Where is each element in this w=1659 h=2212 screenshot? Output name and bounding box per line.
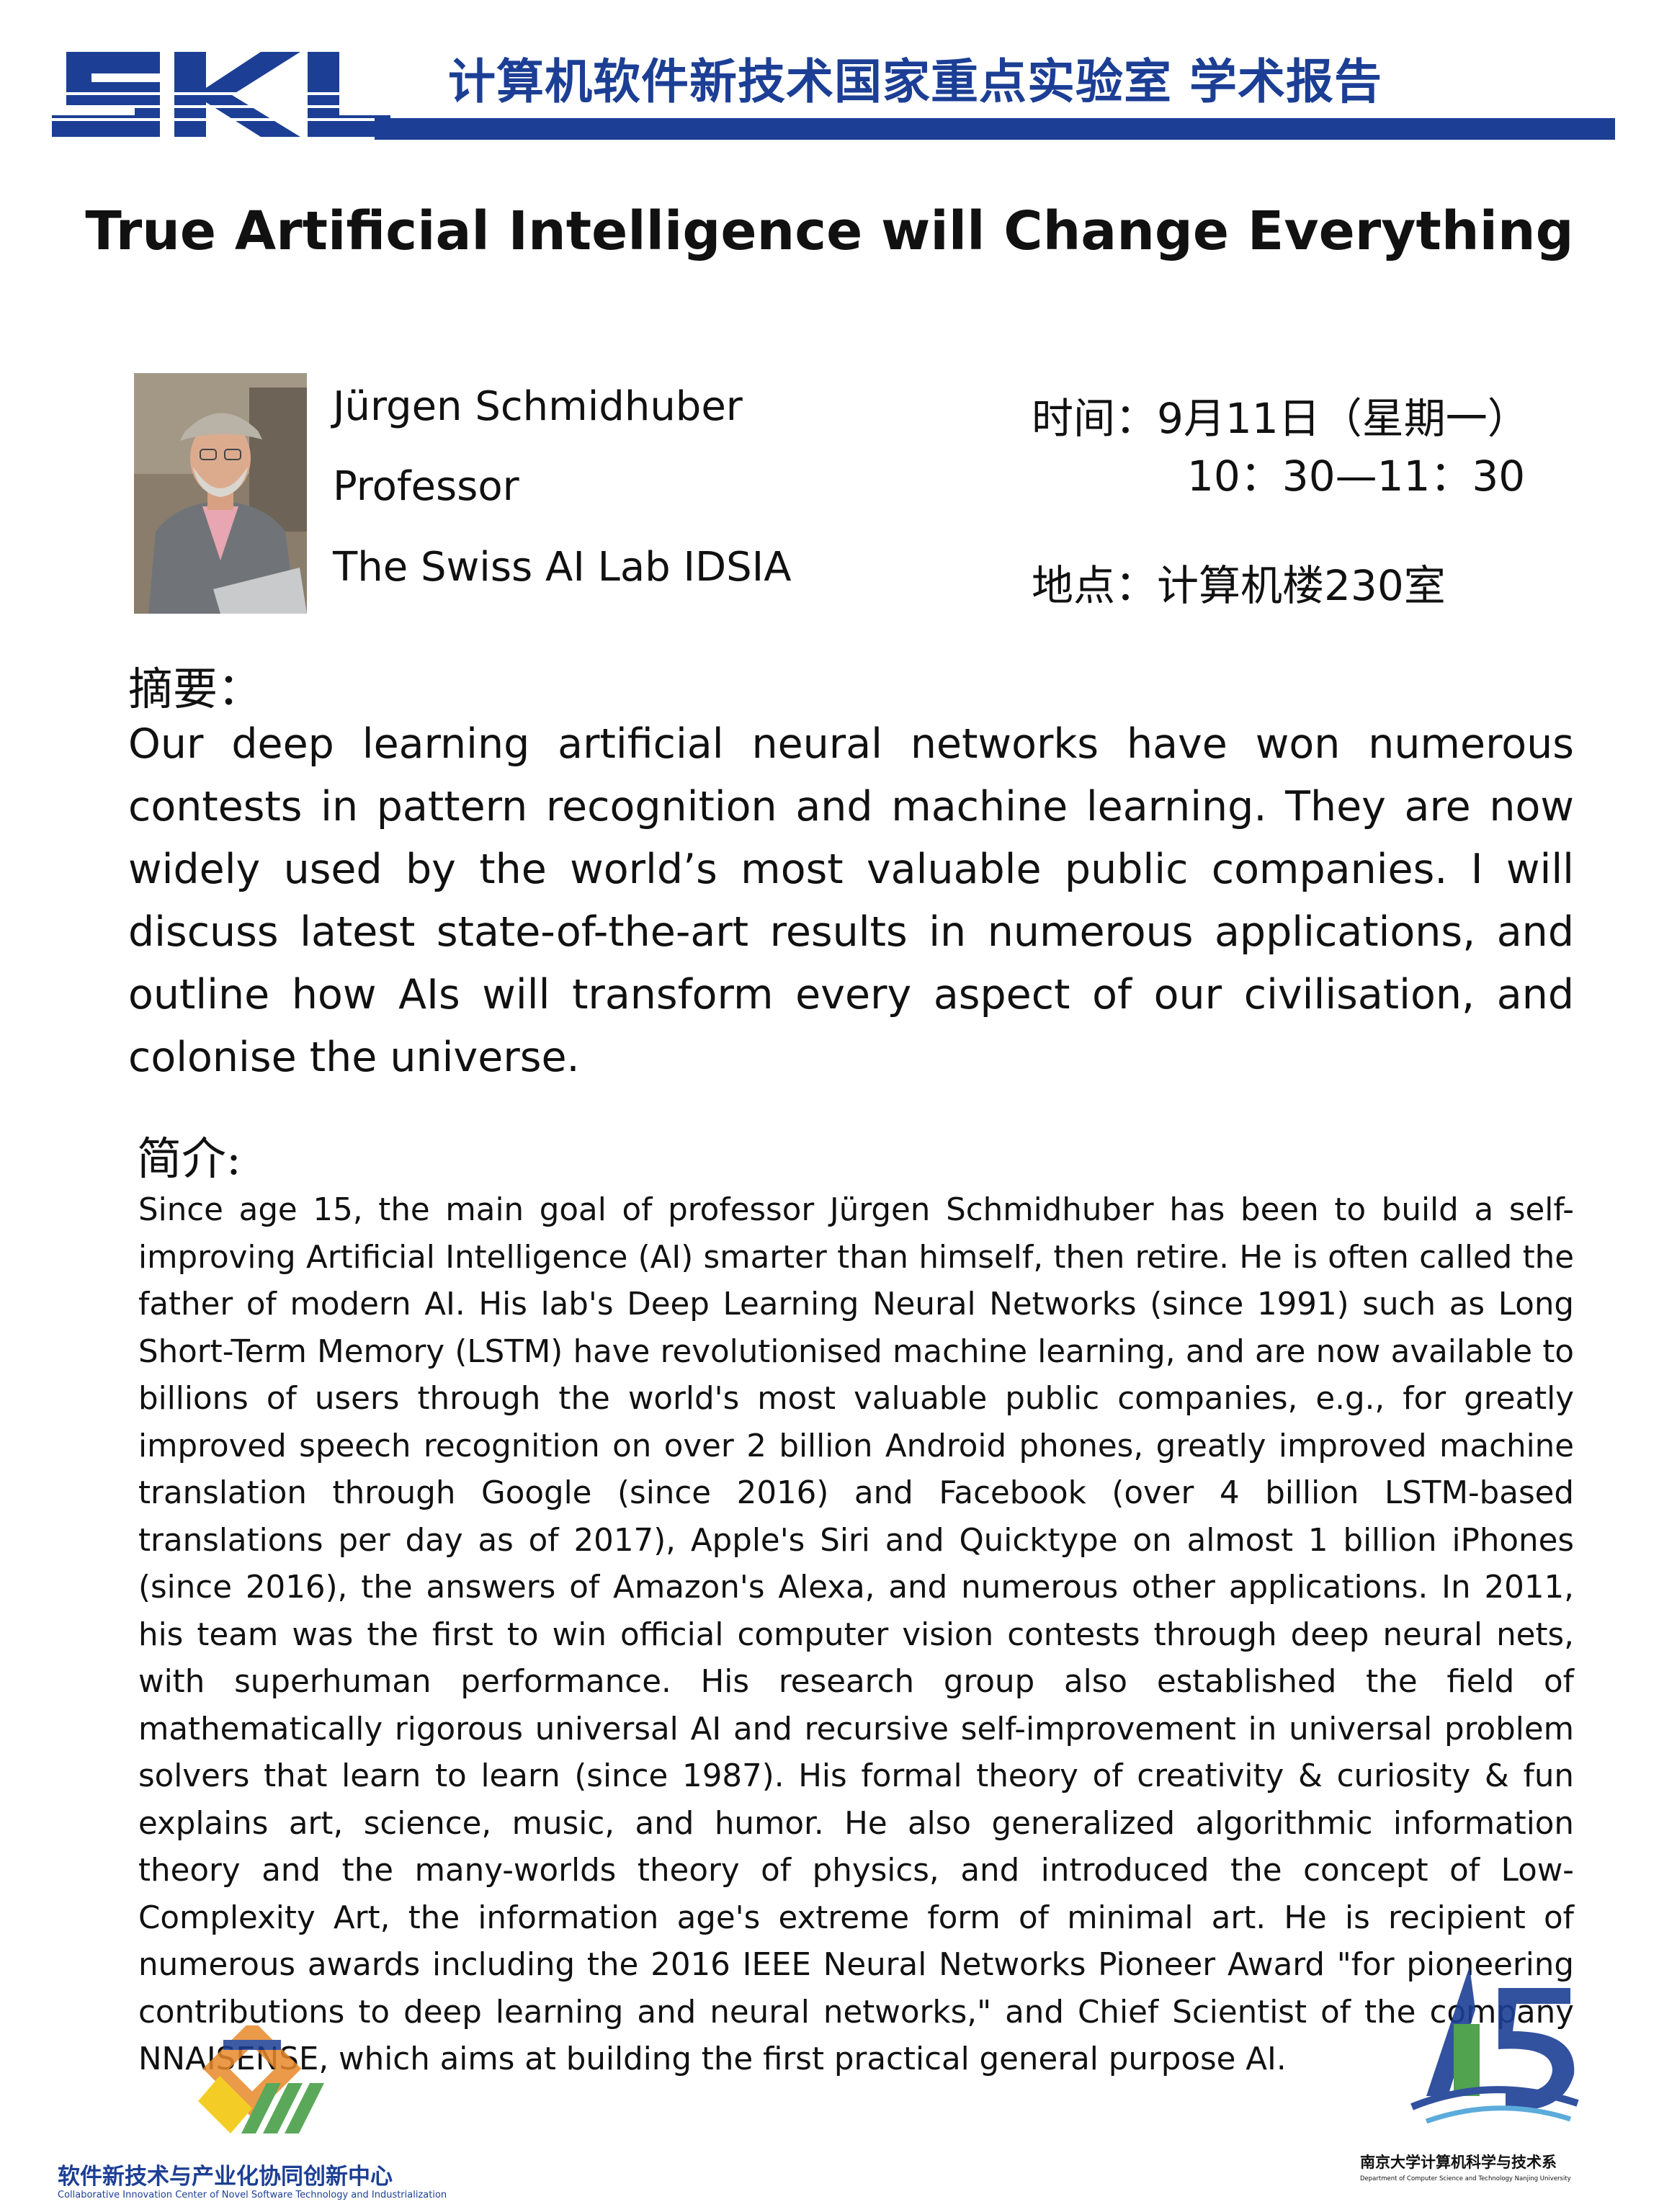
speaker-position: Professor [333,463,519,510]
bio-heading: 简介: [137,1132,241,1185]
skl-logo [52,45,390,145]
left-org-name-cn: 软件新技术与产业化协同创新中心 [58,2164,393,2190]
collaborative-center-logo [180,2019,324,2155]
left-org-name-en: Collaborative Innovation Center of Novel… [58,2190,447,2200]
right-org-name-cn: 南京大学计算机科学与技术系 [1360,2154,1557,2171]
place-label: 地点： [1032,561,1158,610]
bio-text: Since age 15, the main goal of professor… [138,1192,1574,2077]
event-time-range: 10：30—11：30 [1187,452,1526,501]
event-date: 9月11日（星期一） [1157,394,1529,443]
event-place: 地点：计算机楼230室 [1032,552,1446,612]
time-label: 时间： [1032,394,1158,443]
header-band [375,118,1615,140]
event-place-value: 计算机楼230室 [1157,561,1446,610]
speaker-organization: The Swiss AI Lab IDSIA [333,544,792,591]
header-title: 计算机软件新技术国家重点实验室 学术报告 [448,54,1382,109]
right-org-name-en: Department of Computer Science and Techn… [1360,2175,1571,2182]
speaker-name: Jürgen Schmidhuber [333,383,743,430]
event-time: 时间：9月11日（星期一） [1032,385,1529,445]
abstract-heading: 摘要： [128,663,263,715]
abstract-text: Our deep learning artificial neural netw… [128,720,1574,1081]
talk-title: True Artificial Intelligence will Change… [85,200,1574,262]
nju-cs-logo [1398,1959,1585,2132]
speaker-photo [134,373,307,614]
